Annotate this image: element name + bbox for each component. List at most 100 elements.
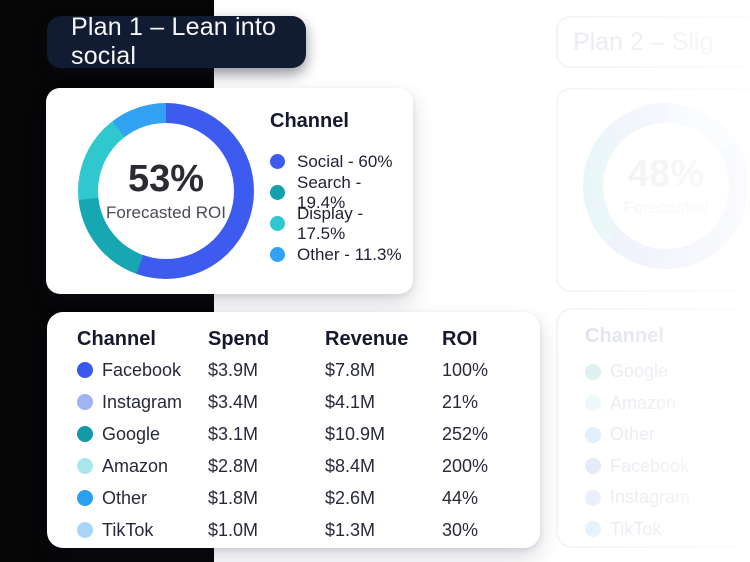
plan2-channel-name: Facebook [610,455,690,476]
channel-name: Amazon [102,455,169,476]
plan2-channel-name: Amazon [610,392,677,413]
revenue-cell: $4.1M [325,391,376,412]
revenue-cell: $1.3M [325,519,376,540]
plan2-forecasted-roi-label: Forecasted [623,197,709,217]
channel-dot-icon [77,458,93,474]
legend-item-label: Search - 19.4% [297,172,362,212]
col-header-spend: Spend [208,327,270,350]
forecasted-roi-label: Forecasted ROI [106,202,226,222]
channel-cell: Google [77,424,208,445]
plan1-title-pill[interactable]: Plan 1 – Lean into social [47,13,306,70]
table-row[interactable]: Instagram $3.4M $4.1M 21% [77,386,516,418]
table-row[interactable]: Facebook $3.9M $7.8M 100% [77,354,516,386]
legend-item[interactable]: Search - 19.4% [270,173,413,212]
channel-name: TikTok [102,519,154,540]
plan1-table-card: Channel Spend Revenue ROI Facebook $3.9M $… [47,312,540,548]
channel-cell: Instagram [77,392,208,413]
roi-cell: 100% [442,359,489,380]
legend-item-label: Display - 17.5% [297,203,364,243]
table-body: Facebook $3.9M $7.8M 100% Instagram $3.4M $4.1… [77,354,516,546]
plan2-table-card: Channel Google Amazon Other Facebook Instagr… [556,308,750,548]
table-row[interactable]: TikTok $1.0M $1.3M 30% [77,514,516,546]
table-row[interactable]: Amazon $2.8M $8.4M 200% [77,450,516,482]
legend-dot-icon [270,216,285,231]
plan2-channel-dot-icon [585,489,601,506]
plan2-channel-name: Google [610,361,669,382]
plan2-channel-dot-icon [585,458,601,475]
channel-dot-icon [77,522,93,538]
col-header-revenue: Revenue [325,327,409,350]
legend-dot-icon [270,185,285,200]
plan2-table-row: Facebook [585,451,750,483]
col-header-roi: ROI [442,327,478,350]
channel-dot-icon [77,394,93,410]
roi-cell: 21% [442,391,479,412]
table-row[interactable]: Other $1.8M $2.6M 44% [77,482,516,514]
plan2-donut-card: 48% Forecasted [556,88,750,292]
legend-item[interactable]: Other - 11.3% [270,239,413,270]
roi-cell: 200% [442,455,489,476]
plan2-table-row: Other [585,419,750,451]
forecasted-roi-value: 53% [127,157,205,200]
legend-item[interactable]: Display - 17.5% [270,204,413,243]
plan1-donut-card: 53% Forecasted ROI Channel Social - 60% S… [46,88,413,294]
legend-item-label: Social - 60% [297,151,393,171]
legend-item-label: Other - 11.3% [297,244,402,264]
legend-dot-icon [270,154,285,169]
plan2-channel-dot-icon [585,426,601,443]
donut-chart[interactable]: 53% Forecasted ROI [78,103,254,279]
channel-cell: TikTok [77,520,208,541]
plan1-title: Plan 1 – Lean into social [71,13,277,70]
table-header-row: Channel Spend Revenue ROI [77,326,516,352]
plan2-table-row: Amazon [585,388,750,420]
channel-name: Google [102,423,161,444]
legend-item[interactable]: Social - 60% [270,146,413,177]
roi-cell: 44% [442,487,479,508]
plan2-table-row: Instagram [585,482,750,514]
plan2-faded-preview: Plan 2 – Slig 48% Forecasted Channel Goo… [556,0,750,562]
spend-cell: $1.0M [208,519,259,540]
plan2-title-pill[interactable]: Plan 2 – Slig [556,16,750,68]
revenue-cell: $10.9M [325,423,386,444]
roi-cell: 252% [442,423,489,444]
plan2-donut-hole: 48% Forecasted [603,123,729,249]
table-row[interactable]: Google $3.1M $10.9M 252% [77,418,516,450]
channel-dot-icon [77,490,93,506]
revenue-cell: $8.4M [325,455,376,476]
plan2-channel-name: TikTok [610,518,662,539]
roi-cell: 30% [442,519,479,540]
channel-dot-icon [77,426,93,442]
col-header-channel: Channel [77,327,156,350]
spend-cell: $3.9M [208,359,259,380]
donut-hole: 53% Forecasted ROI [98,123,234,259]
legend-dot-icon [270,247,285,262]
legend-title: Channel [270,110,349,132]
spend-cell: $3.1M [208,423,259,444]
plan2-channel-dot-icon [585,395,601,412]
spend-cell: $1.8M [208,487,259,508]
channel-cell: Other [77,488,208,509]
channel-dot-icon [77,362,93,378]
channel-cell: Amazon [77,456,208,477]
channel-name: Facebook [102,359,182,380]
channel-name: Other [102,487,148,508]
plan2-donut-chart: 48% Forecasted [583,103,749,269]
channel-name: Instagram [102,391,183,412]
plan2-channel-name: Other [610,424,656,445]
donut-legend: Channel Social - 60% Search - 19.4% Displa… [270,110,413,270]
revenue-cell: $2.6M [325,487,376,508]
spend-cell: $2.8M [208,455,259,476]
plan2-table-row: TikTok [585,514,750,546]
plan2-channel-name: Instagram [610,487,691,508]
plan2-forecasted-roi-value: 48% [627,152,705,195]
revenue-cell: $7.8M [325,359,376,380]
plan2-title: Plan 2 – Slig [573,27,714,56]
plan2-channel-dot-icon [585,363,601,380]
spend-cell: $3.4M [208,391,259,412]
channel-cell: Facebook [77,360,208,381]
legend-items: Social - 60% Search - 19.4% Display - 17.5… [270,146,413,270]
plan2-channel-dot-icon [585,521,601,538]
plan2-table-header-channel: Channel [585,325,664,347]
plan2-table-body: Google Amazon Other Facebook Instagram TikTok [585,356,750,545]
plan2-table-row: Google [585,356,750,388]
